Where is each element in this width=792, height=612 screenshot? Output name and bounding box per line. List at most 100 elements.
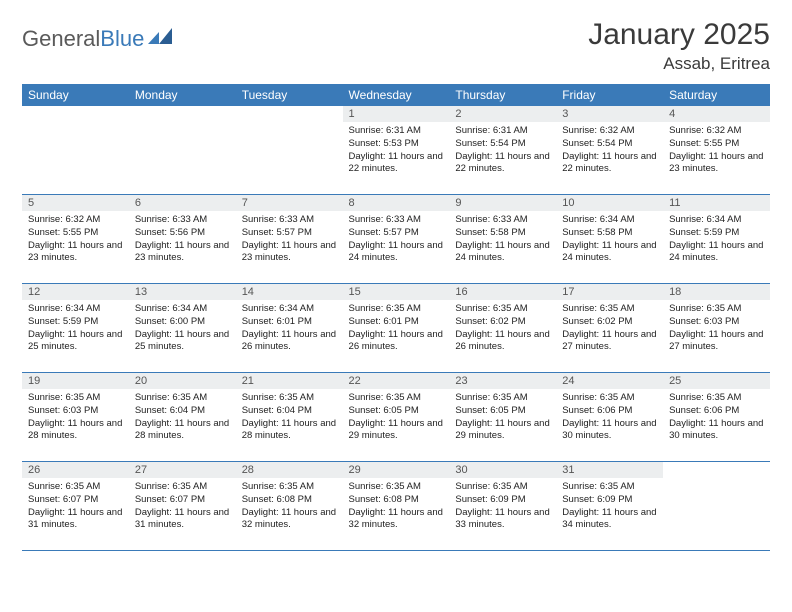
day-number: 7 xyxy=(236,195,343,211)
day-info: Sunrise: 6:35 AMSunset: 6:01 PMDaylight:… xyxy=(343,300,450,358)
calendar-day: 8Sunrise: 6:33 AMSunset: 5:57 PMDaylight… xyxy=(343,195,450,284)
day-info: Sunrise: 6:35 AMSunset: 6:08 PMDaylight:… xyxy=(343,478,450,536)
title-block: January 2025 Assab, Eritrea xyxy=(588,18,770,74)
day-number: 27 xyxy=(129,462,236,478)
calendar-day: 30Sunrise: 6:35 AMSunset: 6:09 PMDayligh… xyxy=(449,462,556,551)
day-number: 21 xyxy=(236,373,343,389)
calendar-week: 1Sunrise: 6:31 AMSunset: 5:53 PMDaylight… xyxy=(22,106,770,195)
day-info: Sunrise: 6:35 AMSunset: 6:07 PMDaylight:… xyxy=(129,478,236,536)
brand-part1: General xyxy=(22,26,100,52)
day-info: Sunrise: 6:34 AMSunset: 6:00 PMDaylight:… xyxy=(129,300,236,358)
day-number: 6 xyxy=(129,195,236,211)
day-info: Sunrise: 6:35 AMSunset: 6:06 PMDaylight:… xyxy=(663,389,770,447)
calendar-day: 21Sunrise: 6:35 AMSunset: 6:04 PMDayligh… xyxy=(236,373,343,462)
calendar-day: 22Sunrise: 6:35 AMSunset: 6:05 PMDayligh… xyxy=(343,373,450,462)
day-number: 14 xyxy=(236,284,343,300)
day-number: 25 xyxy=(663,373,770,389)
calendar-day xyxy=(129,106,236,195)
day-info: Sunrise: 6:34 AMSunset: 5:59 PMDaylight:… xyxy=(22,300,129,358)
day-number: 1 xyxy=(343,106,450,122)
weekday-header: Friday xyxy=(556,84,663,106)
day-number: 31 xyxy=(556,462,663,478)
calendar-day: 7Sunrise: 6:33 AMSunset: 5:57 PMDaylight… xyxy=(236,195,343,284)
calendar-day: 18Sunrise: 6:35 AMSunset: 6:03 PMDayligh… xyxy=(663,284,770,373)
calendar-day: 6Sunrise: 6:33 AMSunset: 5:56 PMDaylight… xyxy=(129,195,236,284)
day-number: 23 xyxy=(449,373,556,389)
day-number: 15 xyxy=(343,284,450,300)
day-info: Sunrise: 6:33 AMSunset: 5:58 PMDaylight:… xyxy=(449,211,556,269)
weekday-header: Tuesday xyxy=(236,84,343,106)
day-number: 20 xyxy=(129,373,236,389)
calendar-header-row: SundayMondayTuesdayWednesdayThursdayFrid… xyxy=(22,84,770,106)
day-info: Sunrise: 6:32 AMSunset: 5:55 PMDaylight:… xyxy=(663,122,770,180)
weekday-header: Monday xyxy=(129,84,236,106)
day-number: 30 xyxy=(449,462,556,478)
day-number: 28 xyxy=(236,462,343,478)
brand-part2: Blue xyxy=(100,26,144,52)
calendar-page: GeneralBlue January 2025 Assab, Eritrea … xyxy=(0,0,792,551)
calendar-day xyxy=(22,106,129,195)
day-number: 18 xyxy=(663,284,770,300)
day-info: Sunrise: 6:35 AMSunset: 6:04 PMDaylight:… xyxy=(236,389,343,447)
day-info: Sunrise: 6:35 AMSunset: 6:09 PMDaylight:… xyxy=(449,478,556,536)
calendar-day: 17Sunrise: 6:35 AMSunset: 6:02 PMDayligh… xyxy=(556,284,663,373)
calendar-day: 2Sunrise: 6:31 AMSunset: 5:54 PMDaylight… xyxy=(449,106,556,195)
calendar-day: 24Sunrise: 6:35 AMSunset: 6:06 PMDayligh… xyxy=(556,373,663,462)
day-number: 12 xyxy=(22,284,129,300)
weekday-header: Saturday xyxy=(663,84,770,106)
calendar-day xyxy=(663,462,770,551)
day-info: Sunrise: 6:35 AMSunset: 6:06 PMDaylight:… xyxy=(556,389,663,447)
day-number: 16 xyxy=(449,284,556,300)
calendar-day: 5Sunrise: 6:32 AMSunset: 5:55 PMDaylight… xyxy=(22,195,129,284)
day-info: Sunrise: 6:33 AMSunset: 5:57 PMDaylight:… xyxy=(236,211,343,269)
brand-triangles-icon xyxy=(148,26,174,46)
day-info: Sunrise: 6:31 AMSunset: 5:53 PMDaylight:… xyxy=(343,122,450,180)
day-info: Sunrise: 6:33 AMSunset: 5:57 PMDaylight:… xyxy=(343,211,450,269)
calendar-week: 26Sunrise: 6:35 AMSunset: 6:07 PMDayligh… xyxy=(22,462,770,551)
day-info: Sunrise: 6:35 AMSunset: 6:07 PMDaylight:… xyxy=(22,478,129,536)
day-number: 2 xyxy=(449,106,556,122)
day-number: 9 xyxy=(449,195,556,211)
calendar-day: 12Sunrise: 6:34 AMSunset: 5:59 PMDayligh… xyxy=(22,284,129,373)
calendar-table: SundayMondayTuesdayWednesdayThursdayFrid… xyxy=(22,84,770,551)
day-number: 24 xyxy=(556,373,663,389)
day-number: 22 xyxy=(343,373,450,389)
day-info: Sunrise: 6:35 AMSunset: 6:05 PMDaylight:… xyxy=(343,389,450,447)
calendar-day: 11Sunrise: 6:34 AMSunset: 5:59 PMDayligh… xyxy=(663,195,770,284)
calendar-day: 1Sunrise: 6:31 AMSunset: 5:53 PMDaylight… xyxy=(343,106,450,195)
day-info: Sunrise: 6:35 AMSunset: 6:09 PMDaylight:… xyxy=(556,478,663,536)
calendar-day: 3Sunrise: 6:32 AMSunset: 5:54 PMDaylight… xyxy=(556,106,663,195)
calendar-week: 5Sunrise: 6:32 AMSunset: 5:55 PMDaylight… xyxy=(22,195,770,284)
day-number: 26 xyxy=(22,462,129,478)
calendar-day: 28Sunrise: 6:35 AMSunset: 6:08 PMDayligh… xyxy=(236,462,343,551)
calendar-day: 16Sunrise: 6:35 AMSunset: 6:02 PMDayligh… xyxy=(449,284,556,373)
header: GeneralBlue January 2025 Assab, Eritrea xyxy=(22,18,770,74)
calendar-day: 23Sunrise: 6:35 AMSunset: 6:05 PMDayligh… xyxy=(449,373,556,462)
location: Assab, Eritrea xyxy=(588,54,770,74)
calendar-day: 25Sunrise: 6:35 AMSunset: 6:06 PMDayligh… xyxy=(663,373,770,462)
day-number: 13 xyxy=(129,284,236,300)
calendar-day: 13Sunrise: 6:34 AMSunset: 6:00 PMDayligh… xyxy=(129,284,236,373)
calendar-day: 9Sunrise: 6:33 AMSunset: 5:58 PMDaylight… xyxy=(449,195,556,284)
day-info: Sunrise: 6:35 AMSunset: 6:03 PMDaylight:… xyxy=(22,389,129,447)
day-number: 11 xyxy=(663,195,770,211)
weekday-header: Thursday xyxy=(449,84,556,106)
day-info: Sunrise: 6:31 AMSunset: 5:54 PMDaylight:… xyxy=(449,122,556,180)
day-info: Sunrise: 6:34 AMSunset: 6:01 PMDaylight:… xyxy=(236,300,343,358)
day-info: Sunrise: 6:35 AMSunset: 6:08 PMDaylight:… xyxy=(236,478,343,536)
day-number: 19 xyxy=(22,373,129,389)
calendar-body: 1Sunrise: 6:31 AMSunset: 5:53 PMDaylight… xyxy=(22,106,770,551)
day-number: 10 xyxy=(556,195,663,211)
day-info: Sunrise: 6:35 AMSunset: 6:05 PMDaylight:… xyxy=(449,389,556,447)
day-number: 3 xyxy=(556,106,663,122)
month-title: January 2025 xyxy=(588,18,770,52)
calendar-day: 14Sunrise: 6:34 AMSunset: 6:01 PMDayligh… xyxy=(236,284,343,373)
calendar-week: 19Sunrise: 6:35 AMSunset: 6:03 PMDayligh… xyxy=(22,373,770,462)
calendar-day: 29Sunrise: 6:35 AMSunset: 6:08 PMDayligh… xyxy=(343,462,450,551)
weekday-header: Sunday xyxy=(22,84,129,106)
calendar-day: 31Sunrise: 6:35 AMSunset: 6:09 PMDayligh… xyxy=(556,462,663,551)
day-info: Sunrise: 6:32 AMSunset: 5:55 PMDaylight:… xyxy=(22,211,129,269)
day-info: Sunrise: 6:34 AMSunset: 5:59 PMDaylight:… xyxy=(663,211,770,269)
day-info: Sunrise: 6:35 AMSunset: 6:04 PMDaylight:… xyxy=(129,389,236,447)
day-number: 4 xyxy=(663,106,770,122)
